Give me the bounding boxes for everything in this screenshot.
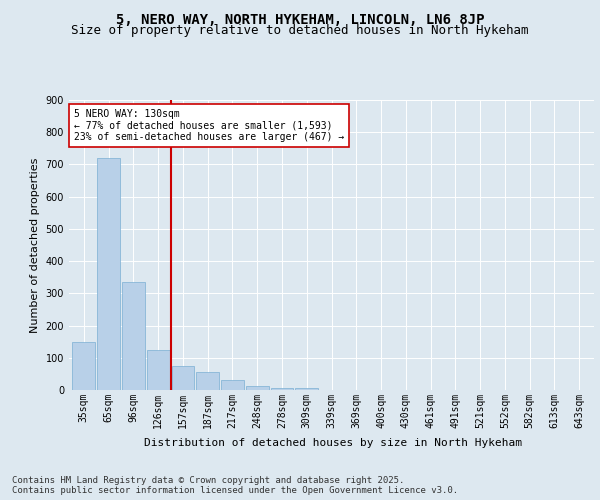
Bar bbox=[97, 158, 120, 390]
Text: Distribution of detached houses by size in North Hykeham: Distribution of detached houses by size … bbox=[144, 438, 522, 448]
Bar bbox=[172, 366, 194, 390]
Y-axis label: Number of detached properties: Number of detached properties bbox=[30, 158, 40, 332]
Text: 5 NERO WAY: 130sqm
← 77% of detached houses are smaller (1,593)
23% of semi-deta: 5 NERO WAY: 130sqm ← 77% of detached hou… bbox=[74, 108, 344, 142]
Text: Size of property relative to detached houses in North Hykeham: Size of property relative to detached ho… bbox=[71, 24, 529, 37]
Bar bbox=[271, 388, 293, 390]
Bar bbox=[122, 282, 145, 390]
Bar bbox=[73, 342, 95, 390]
Bar bbox=[221, 380, 244, 390]
Bar bbox=[196, 372, 219, 390]
Bar bbox=[295, 388, 318, 390]
Text: 5, NERO WAY, NORTH HYKEHAM, LINCOLN, LN6 8JP: 5, NERO WAY, NORTH HYKEHAM, LINCOLN, LN6… bbox=[116, 12, 484, 26]
Bar bbox=[246, 386, 269, 390]
Bar bbox=[147, 350, 170, 390]
Text: Contains HM Land Registry data © Crown copyright and database right 2025.
Contai: Contains HM Land Registry data © Crown c… bbox=[12, 476, 458, 495]
